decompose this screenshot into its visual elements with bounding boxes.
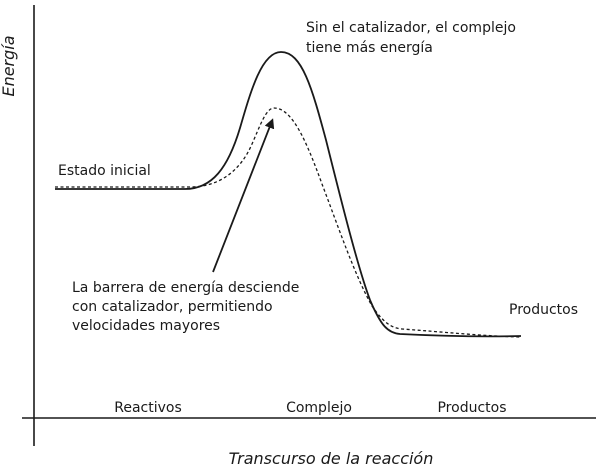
catalyzed-note-line-3: velocidades mayores [72, 318, 220, 334]
products-label: Productos [509, 302, 578, 318]
uncatalyzed-note-line-2: tiene más energía [306, 40, 433, 56]
uncatalyzed-curve [55, 51, 522, 338]
catalyzed-curve [55, 107, 522, 338]
region-label-productos: Productos [437, 400, 506, 416]
catalyzed-note-line-2: con catalizador, permitiendo [72, 299, 273, 315]
initial-state-label: Estado inicial [58, 163, 151, 179]
region-label-complejo: Complejo [286, 400, 352, 416]
y-axis-title: Energía [0, 35, 18, 96]
uncatalyzed-note-line-1: Sin el catalizador, el complejo [306, 20, 516, 36]
catalyzed-note-line-1: La barrera de energía desciende [72, 280, 299, 296]
x-axis-title: Transcurso de la reacción [229, 449, 434, 466]
region-label-reactivos: Reactivos [114, 400, 182, 416]
catalyst-arrow [212, 118, 275, 273]
